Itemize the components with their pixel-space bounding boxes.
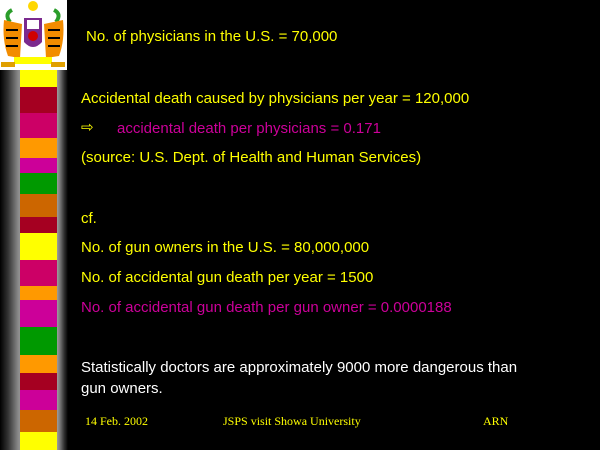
stripe-band bbox=[20, 217, 57, 233]
stripe-band bbox=[20, 113, 57, 138]
stripe-band bbox=[20, 300, 57, 327]
gun-owners-count: No. of gun owners in the U.S. = 80,000,0… bbox=[81, 239, 370, 256]
gun-deaths: No. of accidental gun death per year = 1… bbox=[81, 269, 374, 286]
footer-author: ARN bbox=[483, 414, 509, 428]
physician-deaths: Accidental death caused by physicians pe… bbox=[81, 90, 470, 107]
footer-event: JSPS visit Showa University bbox=[223, 414, 361, 428]
source-note: (source: U.S. Dept. of Health and Human … bbox=[81, 149, 422, 166]
stripe-band bbox=[20, 327, 57, 355]
decorative-stripe-column bbox=[20, 70, 57, 450]
university-crest-logo bbox=[0, 0, 67, 70]
stripe-band bbox=[20, 233, 57, 260]
physicians-count: No. of physicians in the U.S. = 70,000 bbox=[86, 28, 338, 45]
stripe-band bbox=[20, 87, 57, 113]
conclusion-line-2: gun owners. bbox=[81, 380, 163, 397]
stripe-band bbox=[20, 70, 57, 87]
stripe-band bbox=[20, 410, 57, 432]
stripe-band bbox=[20, 390, 57, 410]
stripe-band bbox=[20, 286, 57, 300]
stripe-band bbox=[20, 355, 57, 373]
arrow-icon: ⇨ bbox=[81, 119, 94, 136]
stripe-band bbox=[20, 260, 57, 286]
stripe-band bbox=[20, 158, 57, 173]
conclusion-line-1: Statistically doctors are approximately … bbox=[81, 359, 518, 376]
death-per-gun-owner: No. of accidental gun death per gun owne… bbox=[81, 299, 452, 316]
stripe-band bbox=[20, 173, 57, 194]
stripe-band bbox=[20, 138, 57, 158]
cf-label: cf. bbox=[81, 210, 97, 227]
footer-date: 14 Feb. 2002 bbox=[85, 414, 148, 428]
stripe-band bbox=[20, 432, 57, 450]
stripe-band bbox=[20, 194, 57, 217]
death-per-physician: accidental death per physicians = 0.171 bbox=[117, 120, 381, 137]
stripe-band bbox=[20, 373, 57, 390]
